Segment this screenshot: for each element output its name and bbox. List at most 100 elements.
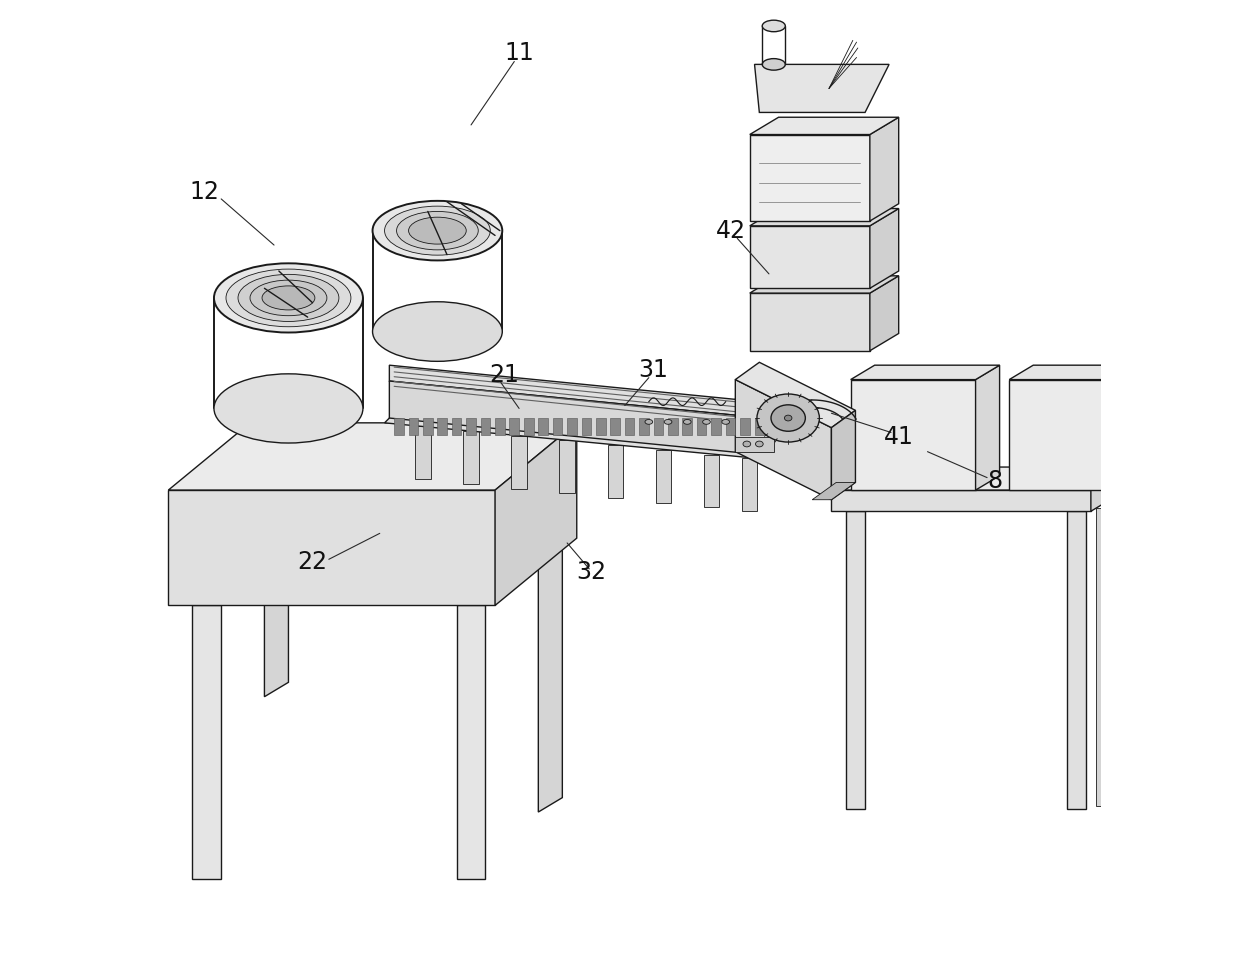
Polygon shape [870, 276, 899, 351]
Ellipse shape [384, 206, 490, 255]
Polygon shape [750, 276, 899, 293]
Polygon shape [169, 490, 495, 605]
Polygon shape [754, 64, 889, 112]
Ellipse shape [755, 441, 763, 447]
Polygon shape [553, 418, 563, 435]
Ellipse shape [215, 263, 363, 333]
Ellipse shape [250, 281, 327, 315]
Polygon shape [394, 418, 404, 435]
Polygon shape [389, 365, 779, 419]
Ellipse shape [409, 217, 466, 244]
Ellipse shape [763, 59, 785, 70]
Ellipse shape [226, 269, 351, 327]
Text: 12: 12 [190, 181, 219, 204]
Polygon shape [831, 410, 856, 500]
Polygon shape [750, 226, 870, 288]
Polygon shape [384, 408, 802, 461]
Polygon shape [640, 418, 649, 435]
Polygon shape [625, 418, 635, 435]
Text: 42: 42 [715, 219, 745, 242]
Polygon shape [750, 293, 870, 351]
Ellipse shape [743, 441, 750, 447]
Polygon shape [567, 418, 577, 435]
Polygon shape [596, 418, 605, 435]
Polygon shape [1125, 365, 1148, 490]
Polygon shape [750, 135, 870, 221]
Polygon shape [725, 418, 735, 435]
Ellipse shape [771, 405, 805, 431]
Ellipse shape [238, 275, 339, 321]
Polygon shape [851, 365, 999, 380]
Polygon shape [389, 381, 779, 456]
Polygon shape [831, 490, 1091, 511]
Polygon shape [466, 418, 476, 435]
Polygon shape [481, 418, 490, 435]
Polygon shape [264, 408, 289, 697]
Polygon shape [755, 418, 764, 435]
Polygon shape [870, 117, 899, 221]
Polygon shape [769, 418, 779, 435]
Ellipse shape [763, 20, 785, 32]
Polygon shape [735, 437, 774, 452]
Polygon shape [464, 431, 479, 483]
Polygon shape [870, 209, 899, 288]
Polygon shape [409, 418, 418, 435]
Polygon shape [740, 418, 750, 435]
Ellipse shape [703, 419, 711, 424]
Polygon shape [456, 605, 485, 879]
Ellipse shape [683, 419, 691, 424]
Ellipse shape [756, 394, 820, 442]
Polygon shape [735, 362, 856, 428]
Polygon shape [423, 418, 433, 435]
Polygon shape [1066, 511, 1086, 809]
Polygon shape [1009, 380, 1125, 490]
Text: 11: 11 [505, 41, 534, 64]
Polygon shape [1120, 494, 1130, 792]
Polygon shape [976, 365, 999, 490]
Polygon shape [495, 418, 505, 435]
Text: 8: 8 [987, 469, 1002, 492]
Ellipse shape [397, 211, 479, 250]
Polygon shape [656, 450, 671, 503]
Ellipse shape [785, 415, 792, 421]
Polygon shape [538, 418, 548, 435]
Ellipse shape [665, 419, 672, 424]
Polygon shape [1009, 365, 1148, 380]
Polygon shape [1096, 508, 1105, 806]
Polygon shape [510, 418, 520, 435]
Polygon shape [438, 418, 448, 435]
Polygon shape [1091, 467, 1130, 511]
Polygon shape [812, 482, 856, 500]
Polygon shape [742, 458, 758, 511]
Polygon shape [697, 418, 707, 435]
Polygon shape [495, 423, 577, 605]
Polygon shape [451, 418, 461, 435]
Text: 21: 21 [490, 363, 520, 386]
Polygon shape [610, 418, 620, 435]
Polygon shape [682, 418, 692, 435]
Ellipse shape [215, 374, 363, 443]
Polygon shape [415, 426, 430, 479]
Polygon shape [668, 418, 678, 435]
Polygon shape [169, 423, 577, 490]
Ellipse shape [372, 302, 502, 361]
Polygon shape [192, 605, 221, 879]
Ellipse shape [645, 419, 652, 424]
Polygon shape [831, 467, 1130, 490]
Polygon shape [750, 117, 899, 135]
Polygon shape [559, 440, 575, 493]
Text: 22: 22 [298, 551, 327, 574]
Polygon shape [846, 511, 866, 809]
Polygon shape [582, 418, 591, 435]
Polygon shape [703, 455, 719, 507]
Polygon shape [538, 524, 562, 812]
Ellipse shape [722, 419, 729, 424]
Polygon shape [712, 418, 720, 435]
Text: 31: 31 [639, 358, 668, 382]
Ellipse shape [262, 286, 315, 310]
Ellipse shape [372, 201, 502, 260]
Polygon shape [608, 445, 622, 498]
Polygon shape [511, 435, 527, 488]
Text: 41: 41 [884, 426, 914, 449]
Polygon shape [653, 418, 663, 435]
